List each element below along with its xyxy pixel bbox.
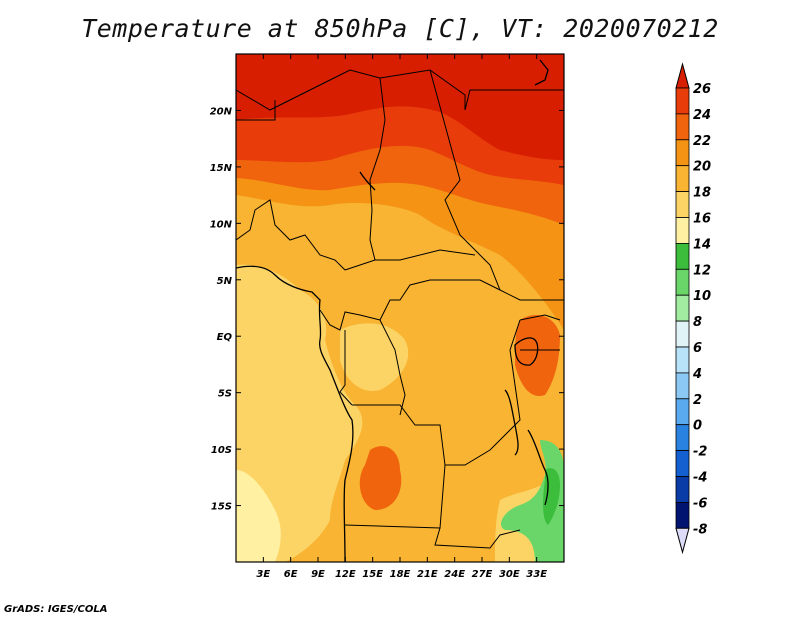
colorbar-swatch [675,113,690,141]
lat-tick-label: 15N [210,163,233,174]
band-lake-vic [515,315,560,396]
colorbar-swatch [675,217,690,244]
longitude-axis: 3E 6E 9E 12E 15E 18E 21E 24E 27E 30E 33E [256,54,547,580]
colorbar-label: 18 [693,186,711,201]
lat-tick-label: 5S [218,389,232,400]
colorbar-swatch [675,424,690,452]
colorbar-swatch [675,294,690,322]
grads-credit: GrADS: IGES/COLA [4,604,108,615]
colorbar-swatch [675,268,690,296]
colorbar-swatch [675,191,690,218]
colorbar-swatch [675,346,690,374]
colorbar-swatch [675,476,690,503]
colorbar-swatch [675,372,690,400]
colorbar-label: 0 [693,419,702,434]
colorbar-swatch [675,139,690,167]
temperature-field [236,54,564,562]
colorbar-label: 26 [693,82,711,97]
colorbar-label: 24 [693,108,711,123]
lon-tick-label: 18E [390,569,411,580]
colorbar-label: 8 [693,315,702,330]
colorbar-swatch [675,398,690,426]
colorbar-label: -6 [693,496,707,511]
lon-tick-label: 15E [362,569,383,580]
colorbar-bottom-arrow [675,527,690,555]
band-coast [236,264,363,562]
lat-tick-label: 5N [217,276,233,287]
colorbar-label: -8 [693,522,707,537]
chart-title: Temperature at 850hPa [C], VT: 202007021… [81,14,719,43]
lon-tick-label: 27E [472,569,493,580]
coastlines [236,59,549,562]
colorbar-label: 12 [693,263,711,278]
colorbar-label: 10 [693,289,711,304]
lon-tick-label: 30E [499,569,520,580]
lon-tick-label: 12E [335,569,356,580]
colorbar-swatch [675,165,690,192]
lat-tick-label: 15S [211,502,232,513]
colorbar-label: 2 [693,393,702,408]
colorbar-swatch [675,242,690,270]
lon-tick-label: 6E [284,569,298,580]
colorbar-label: -2 [693,445,707,460]
lat-tick-label: 10S [211,445,232,456]
band-top [236,54,564,160]
lon-tick-label: 21E [417,569,438,580]
colorbar-label: 14 [693,237,711,252]
colorbar-top-arrow [675,62,690,89]
colorbar-swatch [675,320,690,348]
colorbar-label: 22 [693,134,711,149]
lon-tick-label: 9E [311,569,325,580]
colorbar-label: -4 [693,471,707,486]
band-sw [236,470,281,562]
colorbar-label: 6 [693,341,702,356]
band-hot-south [359,446,402,510]
colorbar-label: 20 [693,160,711,175]
lat-tick-label: 20N [210,106,233,117]
latitude-axis: 20N 15N 10N 5N EQ 5S 10S 15S [210,106,564,513]
band-se-green-dark [543,468,560,525]
country-borders [236,69,564,549]
colorbar-label: 4 [692,367,702,382]
colorbar-swatch [675,450,690,477]
colorbar-swatch [675,501,690,529]
lon-tick-label: 3E [256,569,270,580]
lon-tick-label: 24E [444,569,465,580]
band-congo [340,323,409,391]
lat-tick-label: 10N [210,219,233,230]
colorbar-label: 16 [693,212,711,227]
lon-tick-label: 33E [526,569,547,580]
colorbar-swatch [675,87,690,115]
lat-tick-label: EQ [217,332,233,343]
